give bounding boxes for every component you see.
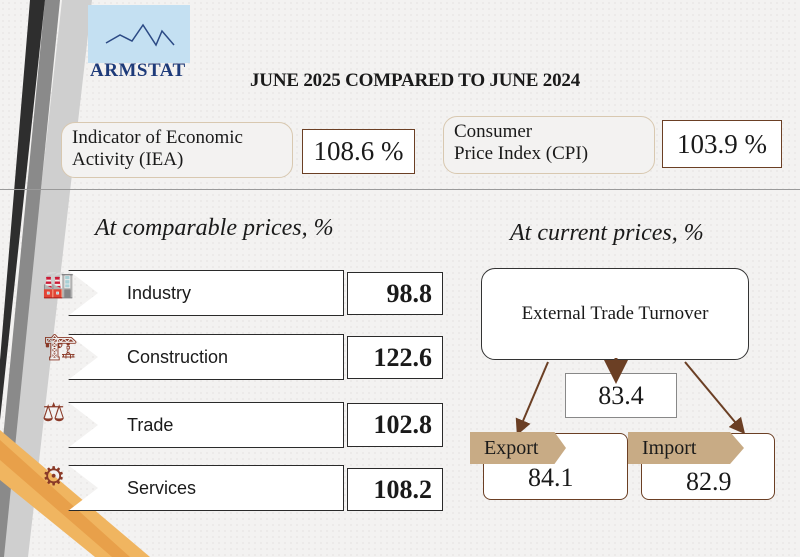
- row-trade-label: Trade: [68, 402, 344, 448]
- row-construction-value: 122.6: [347, 336, 443, 379]
- crane-icon: 🏗: [44, 333, 78, 362]
- row-services-value: 108.2: [347, 468, 443, 511]
- row-trade-value: 102.8: [347, 403, 443, 447]
- scales-icon: ⚖: [42, 398, 66, 427]
- logo-text: ARMSTAT: [90, 60, 186, 81]
- comparable-title: At comparable prices, %: [95, 215, 334, 241]
- gears-hand-icon: ⚙: [42, 462, 66, 491]
- iea-label: Indicator of Economic Activity (IEA): [61, 122, 293, 178]
- row-industry-value: 98.8: [347, 272, 443, 315]
- row-services-label: Services: [68, 465, 344, 511]
- row-industry-label: Industry: [68, 270, 344, 316]
- armstat-logo: [88, 5, 190, 63]
- import-value: 82.9: [686, 467, 732, 496]
- current-title: At current prices, %: [510, 220, 704, 246]
- factory-icon: 🏭: [42, 270, 75, 299]
- cpi-label: Consumer Price Index (CPI): [443, 116, 655, 174]
- import-tag: Import: [628, 432, 744, 464]
- turnover-box: External Trade Turnover: [481, 268, 749, 360]
- cpi-value: 103.9 %: [662, 120, 782, 168]
- logo-chart-icon: [105, 23, 175, 47]
- iea-value: 108.6 %: [302, 129, 415, 174]
- export-tag: Export: [470, 432, 566, 464]
- page-title: JUNE 2025 COMPARED TO JUNE 2024: [250, 70, 581, 91]
- divider: [0, 189, 800, 190]
- row-construction-label: Construction: [68, 334, 344, 380]
- export-value: 84.1: [528, 463, 574, 492]
